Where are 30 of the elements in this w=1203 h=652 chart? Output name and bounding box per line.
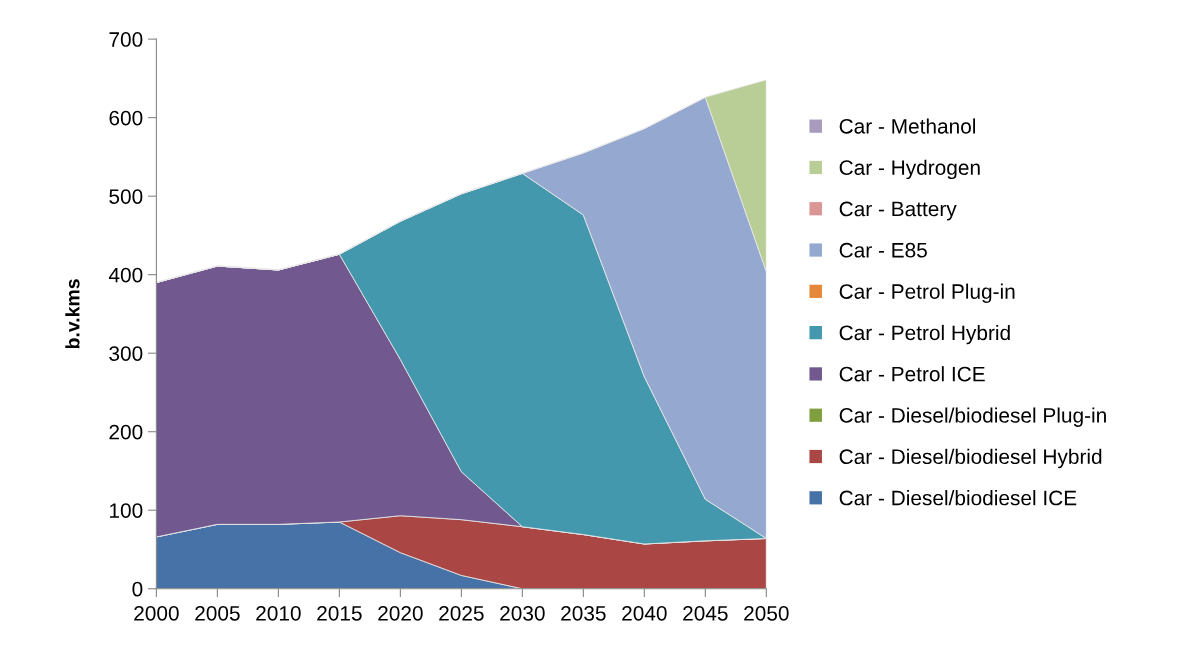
y-tick-label: 100 <box>110 503 143 518</box>
legend-label: Car - Methanol <box>839 118 976 134</box>
legend-label: Car - Diesel/biodiesel ICE <box>839 490 1077 506</box>
x-tick-label: 2035 <box>561 605 606 621</box>
legend-label: Car - Battery <box>839 201 957 221</box>
x-tick-label: 2005 <box>195 605 240 621</box>
x-tick-label: 2015 <box>317 605 362 621</box>
y-tick-label: 400 <box>108 267 143 283</box>
legend-label: Car - Hydrogen <box>839 159 980 180</box>
y-tick-label: 500 <box>109 189 143 204</box>
x-tick-label: 2040 <box>622 605 667 621</box>
legend-label: Car - E85 <box>839 242 927 258</box>
legend-label: Car - Petrol ICE <box>839 366 985 382</box>
y-tick-label: 700 <box>109 32 143 47</box>
x-tick-label: 2000 <box>134 605 179 621</box>
legend-label: Car - Petrol Plug-in <box>839 283 1015 303</box>
y-tick-label: 600 <box>109 110 143 126</box>
legend-label: Car - Diesel/biodiesel Hybrid <box>839 448 1102 469</box>
y-tick-label: 300 <box>109 346 143 361</box>
x-tick-label: 2045 <box>683 605 728 621</box>
legend-label: Car - Petrol Hybrid <box>839 324 1010 345</box>
x-tick-label: 2025 <box>439 605 484 621</box>
x-tick-label: 2050 <box>744 605 789 621</box>
x-tick-label: 2020 <box>378 605 423 621</box>
y-tick-label: 0 <box>132 581 143 597</box>
y-tick-label: 200 <box>109 424 143 440</box>
legend-label: Car - Diesel/biodiesel Plug-in <box>839 407 1106 427</box>
x-tick-label: 2030 <box>500 605 545 621</box>
x-tick-label: 2010 <box>256 605 301 621</box>
y-axis-title: b.v.kms <box>65 279 80 349</box>
